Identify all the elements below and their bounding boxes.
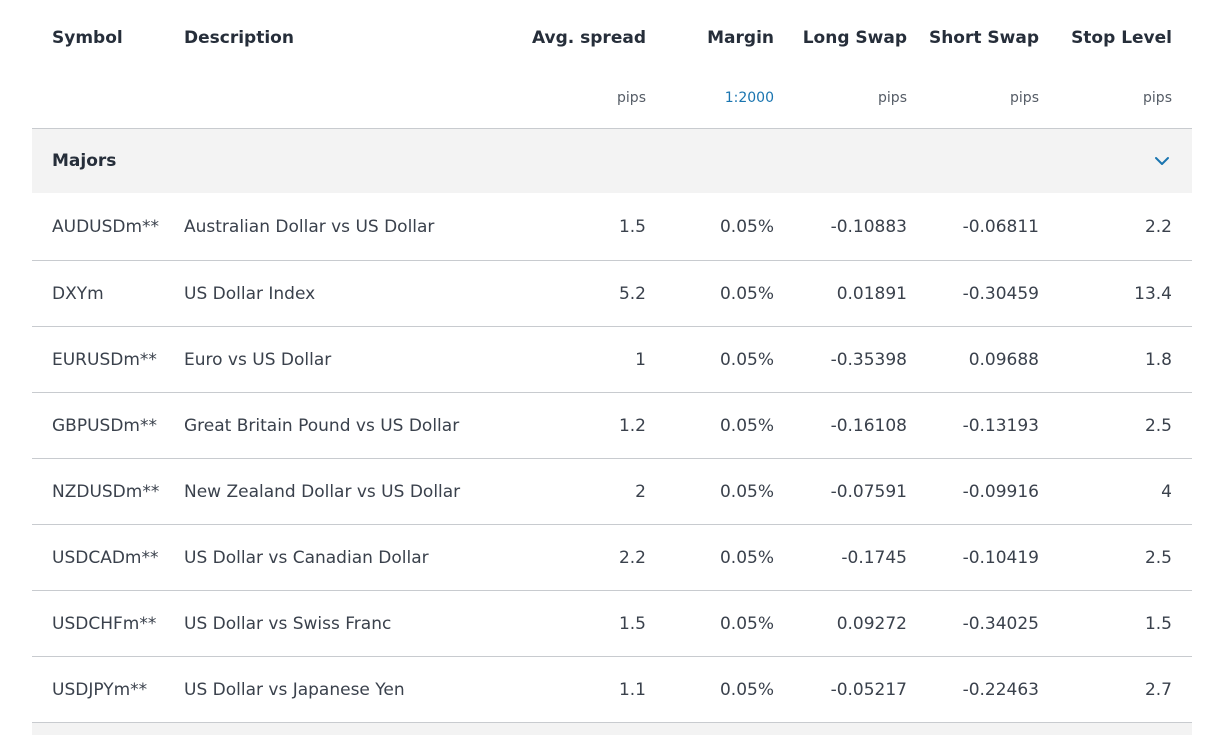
cell-short-swap: -0.34025	[962, 613, 1039, 634]
cell-description: Australian Dollar vs US Dollar	[184, 216, 435, 237]
cell-margin: 0.05%	[719, 415, 774, 436]
chevron-down-icon[interactable]	[1142, 129, 1182, 193]
cell-short-swap: -0.10419	[962, 547, 1039, 568]
cell-avg-spread: 2	[635, 481, 646, 502]
cell-description: US Dollar vs Japanese Yen	[184, 679, 405, 700]
table-row[interactable]: USDCHFm** US Dollar vs Swiss Franc 1.5 0…	[32, 591, 1192, 657]
table-row[interactable]: USDCADm** US Dollar vs Canadian Dollar 2…	[32, 525, 1192, 591]
header-long-swap[interactable]: Long Swap	[802, 28, 907, 48]
cell-stop-level: 1.8	[1144, 349, 1172, 370]
table-header: Symbol Description Avg. spread Margin Lo…	[32, 0, 1192, 76]
header-stop-level[interactable]: Stop Level	[1071, 28, 1172, 48]
unit-short-swap: pips	[1010, 90, 1039, 106]
cell-long-swap: -0.35398	[830, 349, 907, 370]
cell-symbol: GBPUSDm**	[52, 415, 157, 436]
cell-margin: 0.05%	[719, 283, 774, 304]
cell-short-swap: -0.13193	[962, 415, 1039, 436]
unit-avg-spread: pips	[617, 90, 646, 106]
cell-short-swap: 0.09688	[968, 349, 1039, 370]
cell-stop-level: 2.7	[1144, 679, 1172, 700]
cell-avg-spread: 1.1	[618, 679, 646, 700]
header-short-swap[interactable]: Short Swap	[928, 28, 1039, 48]
cell-stop-level: 4	[1161, 481, 1172, 502]
cell-avg-spread: 1.5	[618, 216, 646, 237]
cell-avg-spread: 1.5	[618, 613, 646, 634]
cell-description: US Dollar vs Canadian Dollar	[184, 547, 429, 568]
group-header-majors[interactable]: Majors	[32, 129, 1192, 193]
unit-margin-leverage[interactable]: 1:2000	[724, 90, 774, 106]
cell-long-swap: -0.16108	[830, 415, 907, 436]
cell-symbol: NZDUSDm**	[52, 481, 160, 502]
cell-symbol: USDCHFm**	[52, 613, 157, 634]
table-row[interactable]: EURUSDm** Euro vs US Dollar 1 0.05% -0.3…	[32, 327, 1192, 393]
cell-avg-spread: 2.2	[618, 547, 646, 568]
table-row[interactable]: DXYm US Dollar Index 5.2 0.05% 0.01891 -…	[32, 261, 1192, 327]
table-row[interactable]: USDJPYm** US Dollar vs Japanese Yen 1.1 …	[32, 657, 1192, 723]
cell-long-swap: -0.10883	[830, 216, 907, 237]
cell-long-swap: -0.05217	[830, 679, 907, 700]
cell-short-swap: -0.06811	[962, 216, 1039, 237]
group-label: Majors	[52, 151, 117, 171]
cell-long-swap: -0.07591	[830, 481, 907, 502]
cell-short-swap: -0.22463	[962, 679, 1039, 700]
next-group-header-edge	[32, 723, 1192, 735]
cell-symbol: USDCADm**	[52, 547, 159, 568]
table-units: pips 1:2000 pips pips pips	[32, 76, 1192, 129]
header-margin[interactable]: Margin	[707, 28, 774, 48]
cell-symbol: EURUSDm**	[52, 349, 157, 370]
cell-symbol: AUDUSDm**	[52, 216, 160, 237]
cell-margin: 0.05%	[719, 613, 774, 634]
cell-margin: 0.05%	[719, 547, 774, 568]
cell-stop-level: 2.2	[1144, 216, 1172, 237]
cell-short-swap: -0.09916	[962, 481, 1039, 502]
table-row[interactable]: GBPUSDm** Great Britain Pound vs US Doll…	[32, 393, 1192, 459]
cell-stop-level: 13.4	[1134, 283, 1172, 304]
cell-symbol: USDJPYm**	[52, 679, 148, 700]
cell-description: Euro vs US Dollar	[184, 349, 332, 370]
cell-long-swap: 0.09272	[836, 613, 907, 634]
cell-margin: 0.05%	[719, 216, 774, 237]
cell-description: US Dollar vs Swiss Franc	[184, 613, 392, 634]
cell-long-swap: 0.01891	[836, 283, 907, 304]
cell-stop-level: 2.5	[1144, 547, 1172, 568]
cell-margin: 0.05%	[719, 679, 774, 700]
cell-stop-level: 2.5	[1144, 415, 1172, 436]
header-description[interactable]: Description	[184, 28, 294, 48]
cell-description: US Dollar Index	[184, 283, 316, 304]
instruments-table: Symbol Description Avg. spread Margin Lo…	[32, 0, 1192, 735]
cell-stop-level: 1.5	[1144, 613, 1172, 634]
header-symbol[interactable]: Symbol	[52, 28, 123, 48]
unit-stop-level: pips	[1143, 90, 1172, 106]
cell-description: Great Britain Pound vs US Dollar	[184, 415, 460, 436]
cell-symbol: DXYm	[52, 283, 104, 304]
header-avg-spread[interactable]: Avg. spread	[531, 28, 646, 48]
cell-margin: 0.05%	[719, 481, 774, 502]
cell-avg-spread: 1.2	[618, 415, 646, 436]
cell-avg-spread: 5.2	[618, 283, 646, 304]
cell-margin: 0.05%	[719, 349, 774, 370]
cell-avg-spread: 1	[635, 349, 646, 370]
table-row[interactable]: AUDUSDm** Australian Dollar vs US Dollar…	[32, 193, 1192, 261]
cell-short-swap: -0.30459	[962, 283, 1039, 304]
unit-long-swap: pips	[878, 90, 907, 106]
cell-long-swap: -0.1745	[841, 547, 907, 568]
cell-description: New Zealand Dollar vs US Dollar	[184, 481, 461, 502]
table-row[interactable]: NZDUSDm** New Zealand Dollar vs US Dolla…	[32, 459, 1192, 525]
